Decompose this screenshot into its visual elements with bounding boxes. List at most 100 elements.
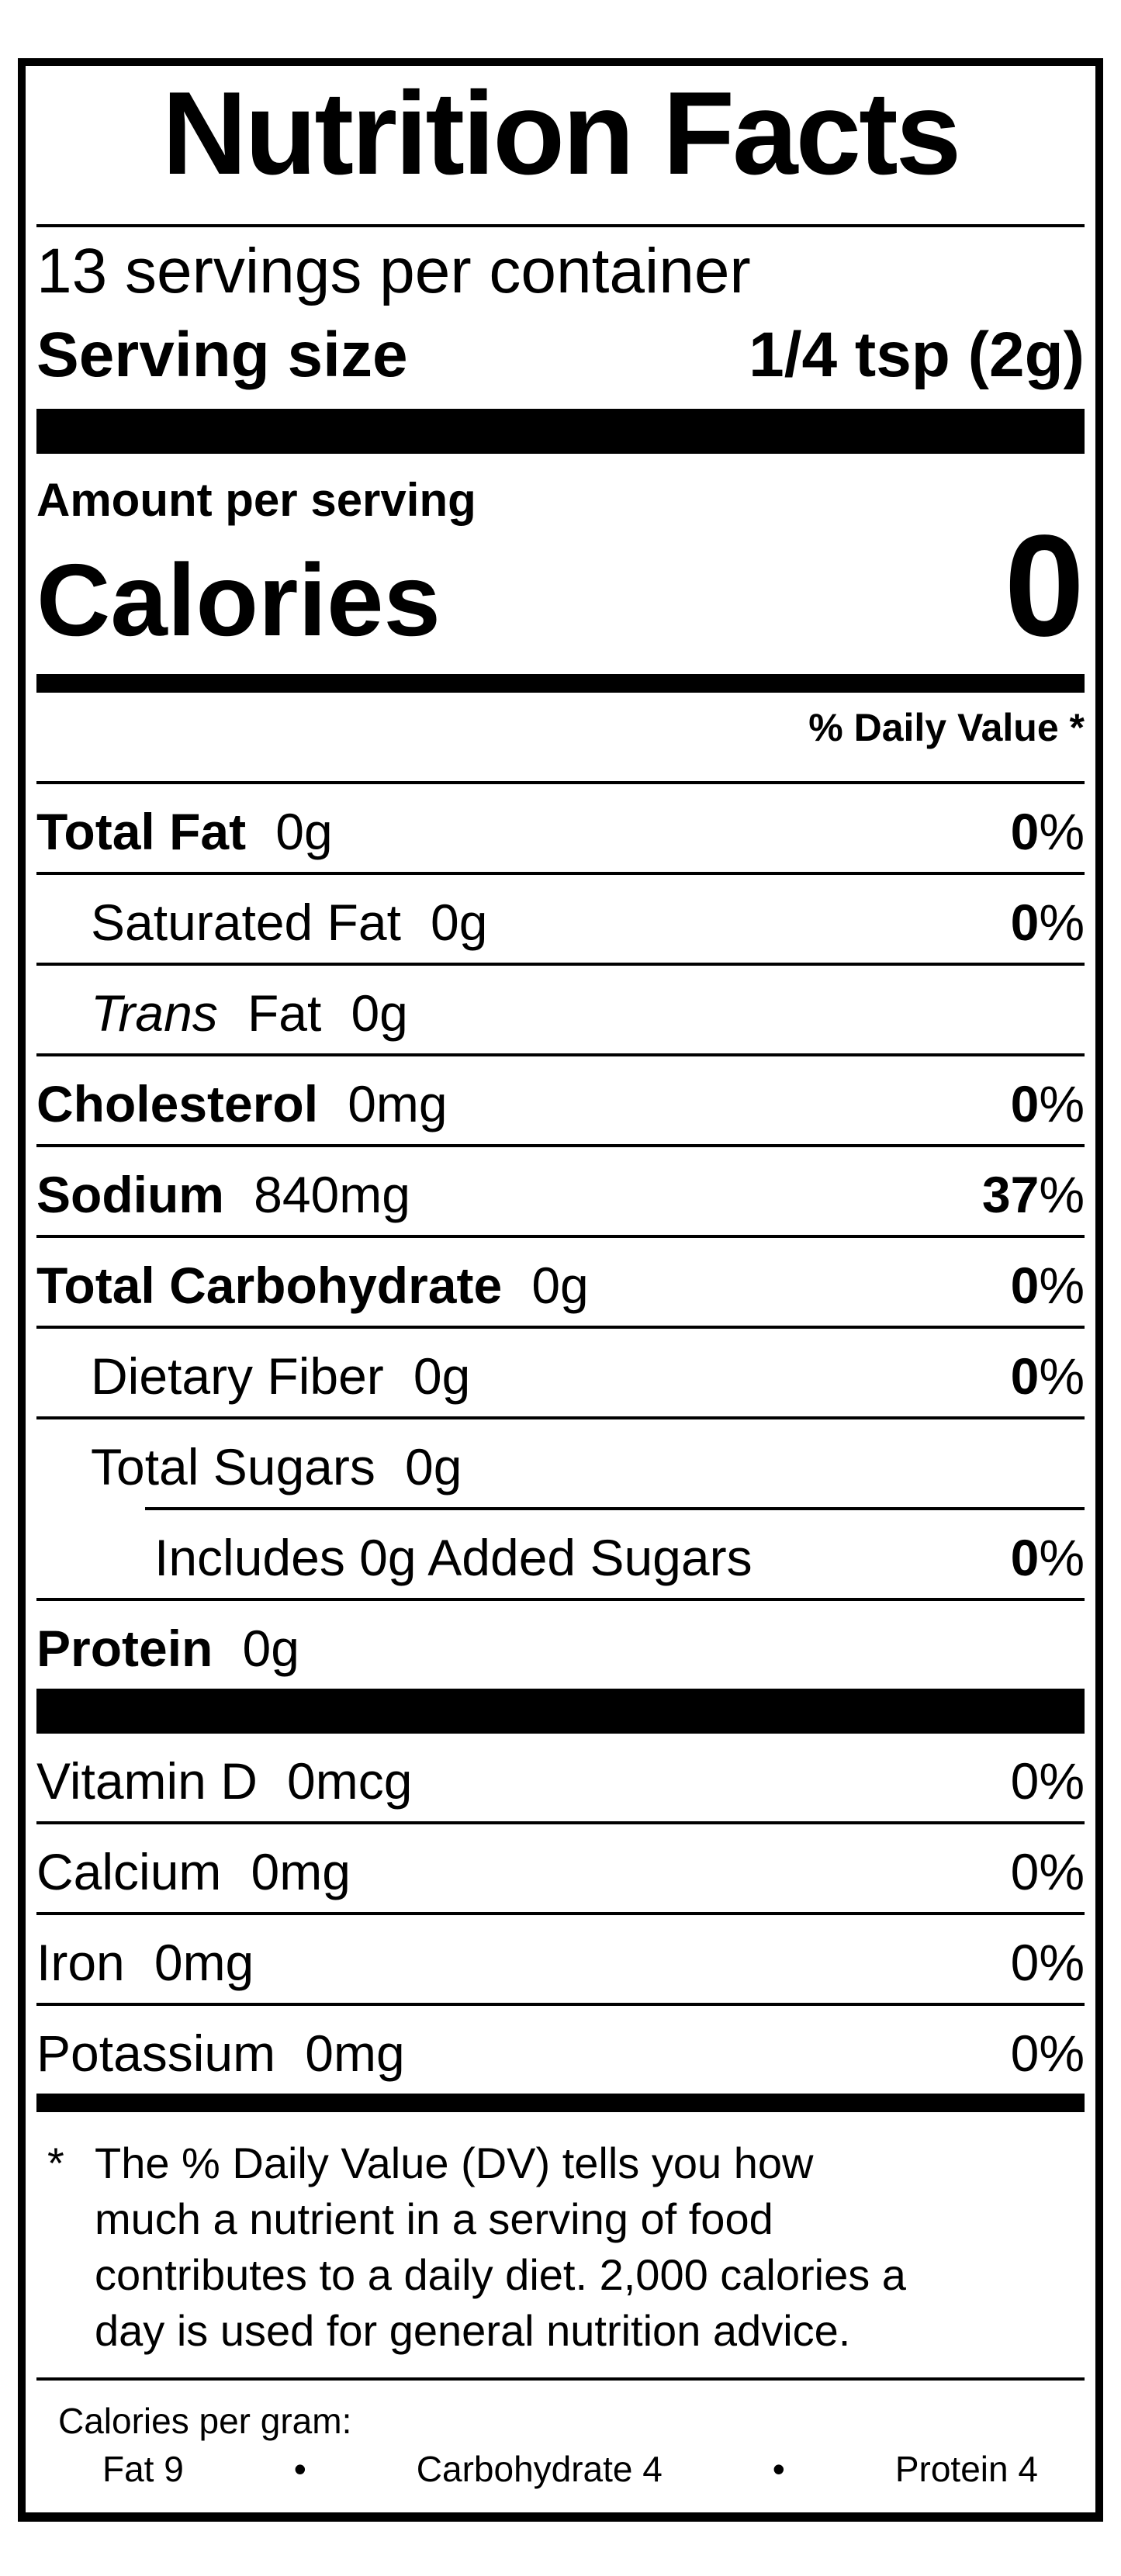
percent-sign: % (1039, 1529, 1085, 1586)
nutrient-name: Total Sugars (91, 1438, 375, 1495)
percent-sign: % (1039, 1752, 1085, 1810)
nutrient-name: Total Carbohydrate (36, 1257, 503, 1314)
separator-line (36, 1821, 1085, 1824)
nutrient-amount: 0mg (348, 1075, 448, 1132)
nutrient-row-added-sugars: Includes 0g Added Sugars 0% (36, 1510, 1085, 1598)
section-bar-medium (36, 2094, 1085, 2112)
daily-value-percent: 0 (1010, 2024, 1040, 2082)
bullet-separator: • (772, 2449, 785, 2489)
nutrient-row-protein: Protein 0g (36, 1601, 1085, 1689)
percent-sign: % (1039, 1843, 1085, 1900)
daily-value-percent: 0 (1010, 803, 1040, 860)
label-title: Nutrition Facts (161, 67, 961, 199)
label-content: Nutrition Facts 13 servings per containe… (26, 66, 1095, 2512)
nutrient-amount: 0g (242, 1620, 299, 1677)
percent-sign: % (1039, 1166, 1085, 1223)
nutrient-amount: 0g (413, 1347, 471, 1405)
separator-line (36, 1053, 1085, 1056)
nutrient-amount: 0g (431, 894, 488, 951)
calories-value: 0 (1004, 506, 1085, 666)
serving-size-value: 1/4 tsp (2g) (749, 320, 1085, 390)
nutrient-name: Potassium (36, 2024, 276, 2082)
bullet-separator: • (293, 2449, 306, 2489)
percent-sign: % (1039, 1347, 1085, 1405)
footnote-text-line: contributes to a daily diet. 2,000 calor… (95, 2250, 906, 2299)
nutrient-row-trans-fat: Trans Fat 0g (36, 966, 1085, 1053)
nutrient-name: Calcium (36, 1843, 222, 1900)
separator-line (36, 963, 1085, 966)
footnote-text-line: much a nutrient in a serving of food (95, 2194, 773, 2243)
nutrient-row-saturated-fat: Saturated Fat 0g 0% (36, 875, 1085, 963)
daily-value-percent: 0 (1010, 1529, 1040, 1586)
percent-sign: % (1039, 803, 1085, 860)
separator-line (36, 781, 1085, 784)
nutrient-name: Total Fat (36, 803, 247, 860)
section-bar-thick (36, 409, 1085, 454)
separator-line (36, 1144, 1085, 1147)
vitamin-row-iron: Iron 0mg 0% (36, 1915, 1085, 2003)
nutrient-name: Vitamin D (36, 1752, 258, 1810)
nutrient-amount: 0g (351, 984, 408, 1042)
nutrient-name: Dietary Fiber (91, 1347, 384, 1405)
serving-size-label: Serving size (36, 320, 408, 390)
nutrient-amount: 840mg (254, 1166, 410, 1223)
nutrient-name: Saturated Fat (91, 894, 401, 951)
separator-line (36, 1235, 1085, 1238)
calories-per-gram-label: Calories per gram: (58, 2401, 352, 2441)
percent-sign: % (1039, 2024, 1085, 2082)
serving-size-row: Serving size 1/4 tsp (2g) (36, 323, 1085, 387)
nutrient-row-total-fat: Total Fat 0g 0% (36, 784, 1085, 872)
nutrient-row-dietary-fiber: Dietary Fiber 0g 0% (36, 1329, 1085, 1416)
cpg-item-protein: Protein 4 (894, 2449, 1038, 2489)
section-bar-thick (36, 1689, 1085, 1734)
nutrient-row-total-carbohydrate: Total Carbohydrate 0g 0% (36, 1238, 1085, 1326)
nutrient-name: Fat (247, 984, 322, 1042)
cpg-item-fat: Fat 9 (102, 2449, 184, 2489)
nutrient-amount: 0g (405, 1438, 462, 1495)
nutrient-row-total-sugars: Total Sugars 0g (36, 1419, 1085, 1507)
nutrient-amount: 0mg (305, 2024, 405, 2082)
calories-label: Calories (36, 543, 441, 657)
separator-line (36, 1912, 1085, 1915)
daily-value-percent: 37 (981, 1166, 1040, 1223)
separator-line (36, 2377, 1085, 2381)
footnote-text-line: The % Daily Value (DV) tells you how (95, 2139, 814, 2187)
nutrient-name-italic: Trans (91, 984, 218, 1042)
daily-value-header: % Daily Value * (808, 706, 1085, 749)
section-bar-medium (36, 674, 1085, 693)
calories-per-gram-row: Fat 9 • Carbohydrate 4 • Protein 4 (36, 2447, 1085, 2502)
vitamin-row-calcium: Calcium 0mg 0% (36, 1824, 1085, 1912)
percent-sign: % (1039, 1934, 1085, 1991)
separator-line-indented (145, 1507, 1085, 1510)
separator-line (36, 2003, 1085, 2006)
daily-value-percent: 0 (1010, 1075, 1040, 1132)
percent-sign: % (1039, 1257, 1085, 1314)
separator-line (36, 1598, 1085, 1601)
daily-value-percent: 0 (1010, 894, 1040, 951)
footnote-text-line: day is used for general nutrition advice… (95, 2306, 851, 2355)
percent-sign: % (1039, 1075, 1085, 1132)
nutrient-amount: 0mcg (287, 1752, 413, 1810)
nutrient-name: Iron (36, 1934, 125, 1991)
nutrient-amount: 0g (531, 1257, 589, 1314)
nutrient-name: Includes 0g Added Sugars (154, 1529, 753, 1586)
separator-line (36, 1416, 1085, 1419)
servings-per-container: 13 servings per container (36, 236, 751, 306)
vitamin-row-vitamin-d: Vitamin D 0mcg 0% (36, 1734, 1085, 1821)
vitamin-row-potassium: Potassium 0mg 0% (36, 2006, 1085, 2094)
daily-value-percent: 0 (1010, 1843, 1040, 1900)
daily-value-percent: 0 (1010, 1934, 1040, 1991)
footnote-marker: * (47, 2139, 64, 2187)
amount-per-serving-label: Amount per serving (36, 474, 476, 526)
separator-line (36, 1326, 1085, 1329)
nutrient-name: Protein (36, 1620, 213, 1677)
nutrient-amount: 0mg (154, 1934, 254, 1991)
nutrient-amount: 0g (275, 803, 333, 860)
cpg-item-carbohydrate: Carbohydrate 4 (416, 2449, 663, 2489)
nutrition-facts-label: Nutrition Facts 13 servings per containe… (18, 58, 1103, 2522)
nutrient-row-cholesterol: Cholesterol 0mg 0% (36, 1056, 1085, 1144)
footnote-text: The % Daily Value (DV) tells you how muc… (95, 2135, 1085, 2359)
nutrient-name: Cholesterol (36, 1075, 319, 1132)
nutrient-name: Sodium (36, 1166, 224, 1223)
